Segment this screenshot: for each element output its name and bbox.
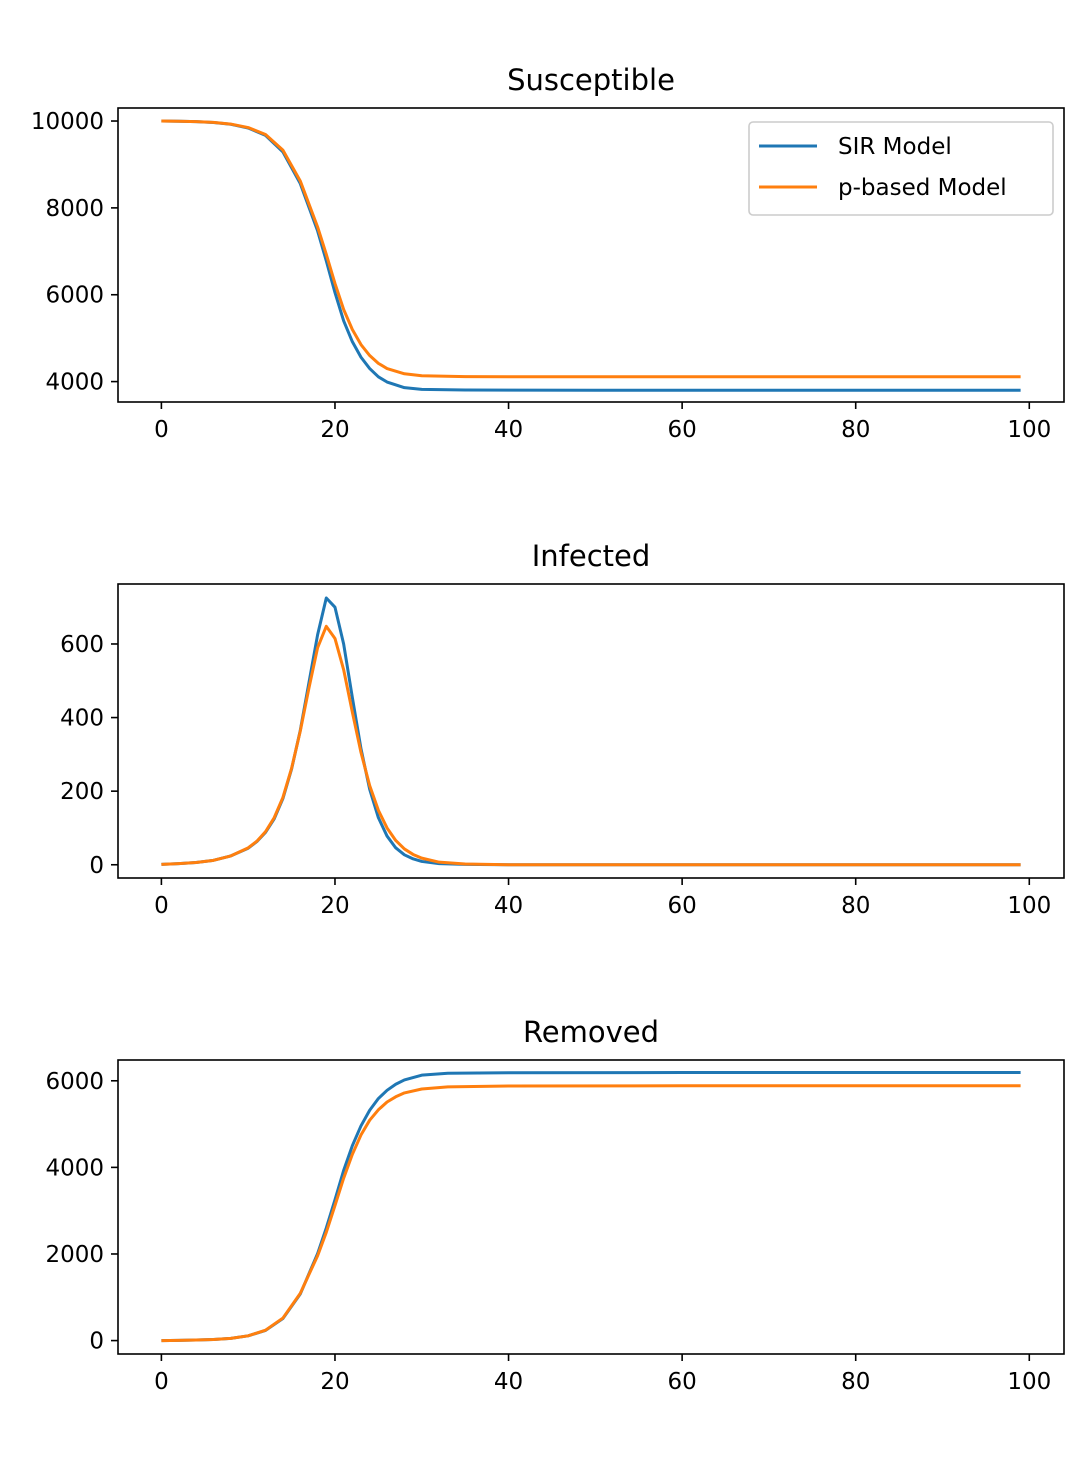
- x-tick-label: 40: [494, 417, 523, 443]
- x-tick-label: 0: [154, 893, 169, 919]
- x-tick-label: 60: [667, 1369, 696, 1395]
- series-line-sir-model: [161, 596, 1021, 867]
- y-tick-label: 4000: [45, 1155, 104, 1181]
- x-tick-label: 80: [841, 417, 870, 443]
- x-tick-label: 20: [320, 893, 349, 919]
- x-tick-label: 40: [494, 893, 523, 919]
- x-tick-label: 0: [154, 417, 169, 443]
- chart-title: Removed: [523, 1015, 659, 1049]
- x-tick-label: 60: [667, 417, 696, 443]
- y-tick-label: 0: [89, 1329, 104, 1355]
- y-tick-label: 600: [60, 632, 104, 658]
- y-tick-label: 2000: [45, 1242, 104, 1268]
- x-tick-label: 100: [1007, 417, 1051, 443]
- x-tick-label: 0: [154, 1369, 169, 1395]
- y-tick-label: 0: [89, 853, 104, 879]
- x-tick-label: 80: [841, 1369, 870, 1395]
- chart-panel-2: Infected 0 20 40 60 80 100 0 200 400 600: [60, 539, 1065, 919]
- x-tick-label: 100: [1007, 893, 1051, 919]
- series-line-p-based-model: [161, 624, 1021, 867]
- series-line-p-based-model: [161, 119, 1021, 379]
- x-tick-label: 20: [320, 417, 349, 443]
- y-tick-label: 200: [60, 779, 104, 805]
- y-tick-label: 400: [60, 706, 104, 732]
- axes-frame: [117, 107, 1065, 403]
- x-tick-label: 60: [667, 893, 696, 919]
- axes-frame: [117, 1059, 1065, 1355]
- x-tick-label: 80: [841, 893, 870, 919]
- chart-panel-3: Removed 0 20 40 60 80 100 0 2000 4000 6000: [45, 1015, 1065, 1395]
- y-tick-label: 6000: [45, 283, 104, 309]
- y-tick-label: 6000: [45, 1069, 104, 1095]
- chart-panel-1: Susceptible 0 20 40 60 80 100 4000 6000 8000 10000…: [31, 63, 1065, 443]
- chart-title: Infected: [532, 539, 651, 573]
- chart-title: Susceptible: [507, 63, 675, 97]
- axes-frame: [117, 583, 1065, 879]
- y-tick-label: 10000: [31, 109, 104, 135]
- y-tick-label: 4000: [45, 370, 104, 396]
- x-tick-label: 40: [494, 1369, 523, 1395]
- x-tick-label: 20: [320, 1369, 349, 1395]
- legend-box: [748, 121, 1054, 216]
- legend: SIR Model p-based Model: [748, 121, 1054, 216]
- series-line-p-based-model: [161, 1084, 1021, 1343]
- legend-label: p-based Model: [838, 175, 1007, 201]
- y-tick-label: 8000: [45, 196, 104, 222]
- series-line-sir-model: [161, 1071, 1021, 1343]
- legend-label: SIR Model: [838, 134, 952, 160]
- x-tick-label: 100: [1007, 1369, 1051, 1395]
